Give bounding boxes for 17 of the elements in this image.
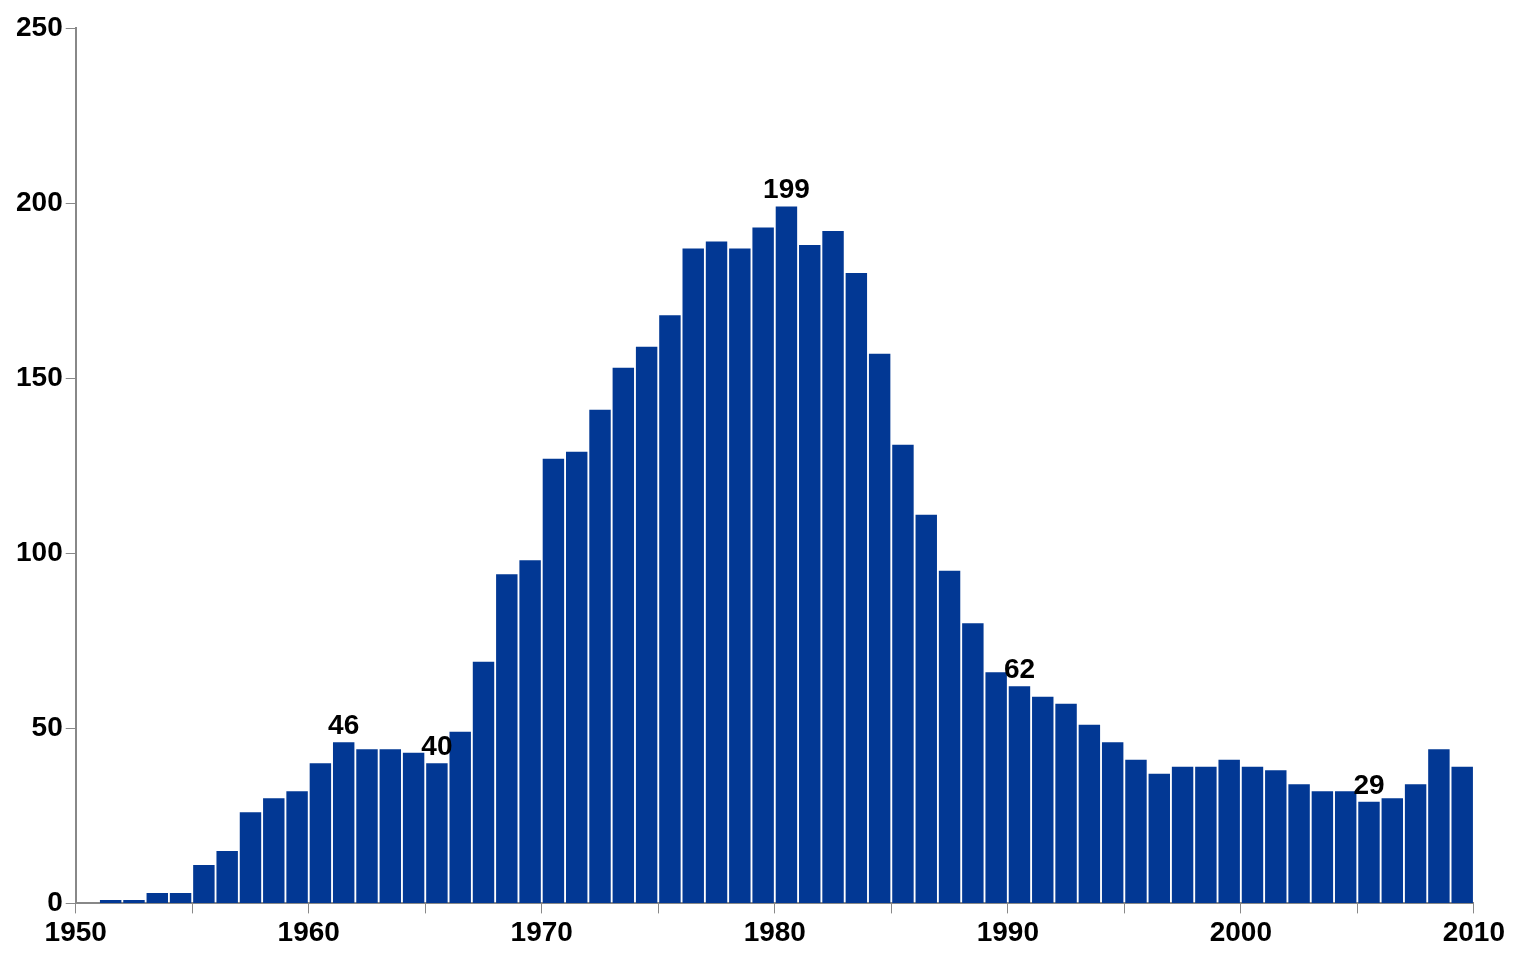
x-tick-label: 1980	[743, 915, 806, 947]
y-tick-label: 250	[16, 10, 63, 42]
data-label: 29	[1353, 768, 1385, 800]
x-tick-label: 2010	[1442, 915, 1505, 947]
data-label: 62	[1003, 653, 1036, 685]
y-tick-label: 200	[16, 185, 63, 217]
x-tick-label: 2000	[1209, 915, 1272, 947]
x-tick-label: 1970	[510, 915, 573, 947]
x-tick-label: 1960	[277, 915, 340, 947]
y-tick-label: 50	[31, 711, 63, 743]
y-tick-label: 150	[16, 360, 63, 392]
data-label: 46	[328, 709, 360, 741]
x-tick-label: 1950	[44, 915, 107, 947]
x-tick-label: 1990	[976, 915, 1039, 947]
y-tick-label: 0	[47, 886, 63, 918]
data-label: 199	[763, 173, 810, 205]
y-tick-label: 100	[16, 535, 63, 567]
